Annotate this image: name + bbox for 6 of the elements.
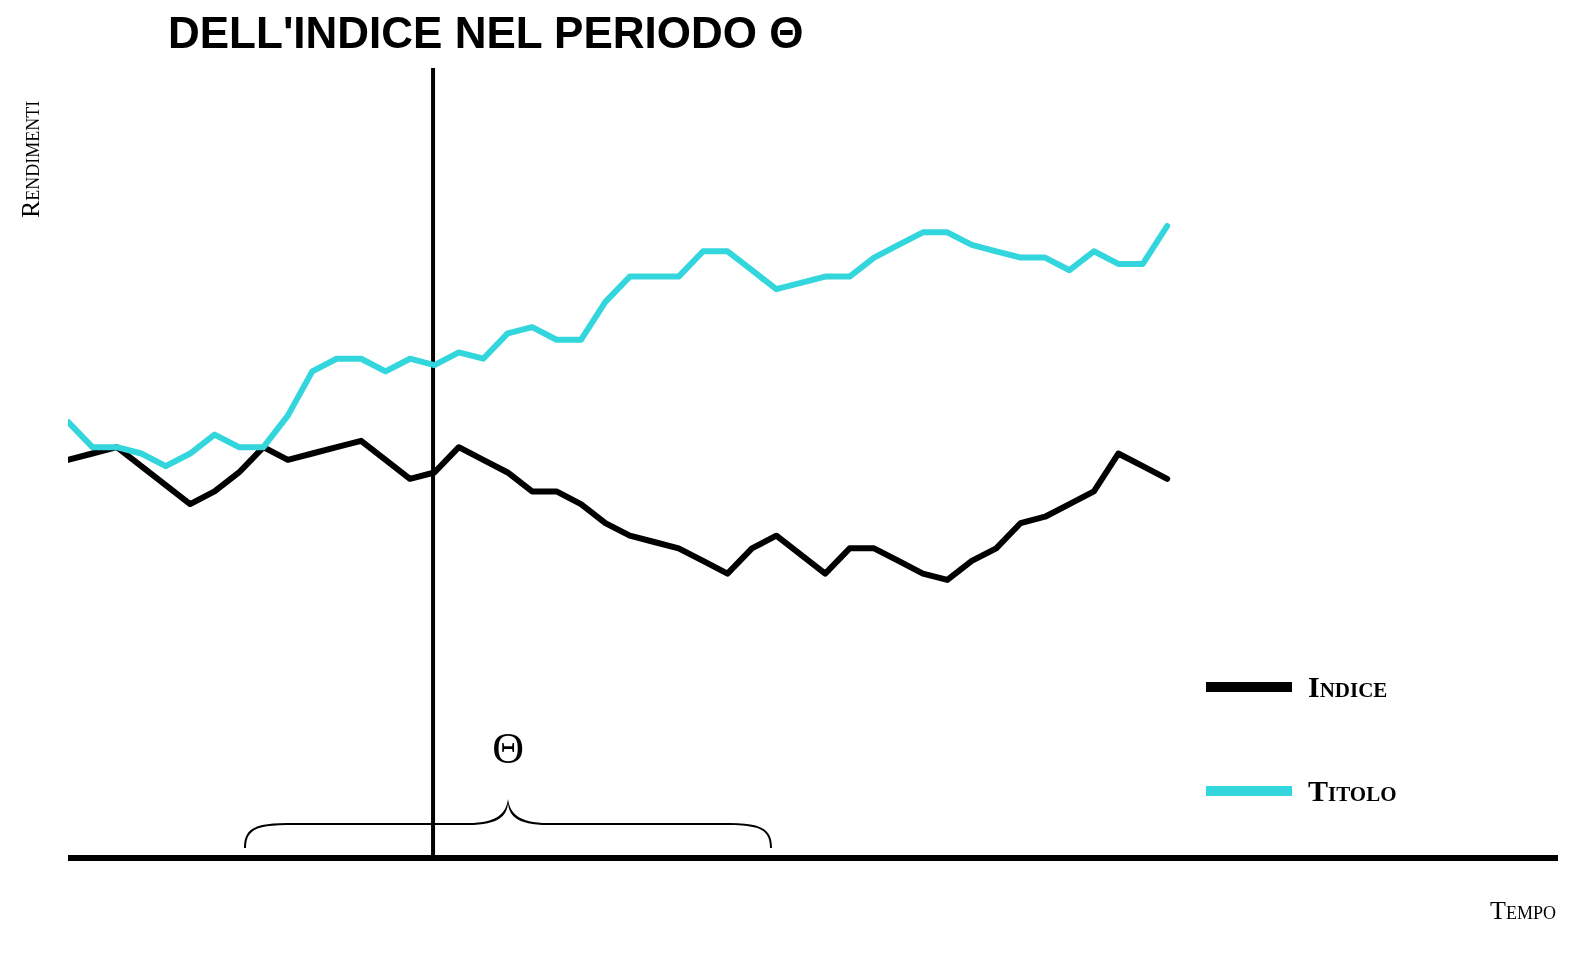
legend-label: Indice [1308,670,1389,704]
y-axis-title: Rendimenti [16,99,46,218]
chart-title: DELL'INDICE NEL PERIODO Θ [168,8,804,58]
x-axis-title: Tempo [1490,896,1556,926]
annotation: Θ [491,723,525,774]
legend-label: Titolo [1308,774,1398,808]
